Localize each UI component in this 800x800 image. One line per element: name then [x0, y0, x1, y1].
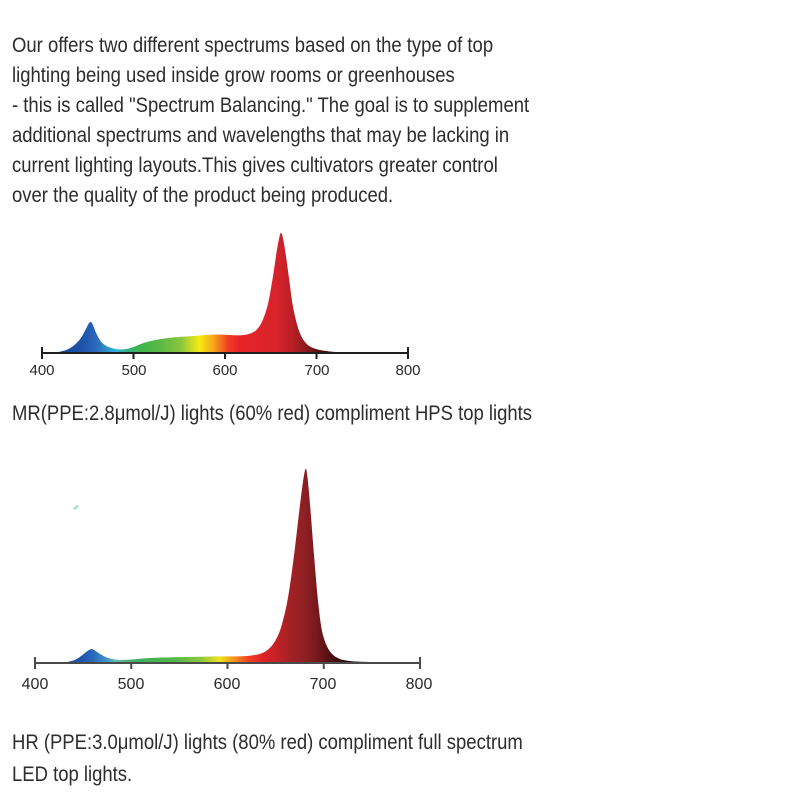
spectrum-area [35, 468, 420, 663]
intro-line: - this is called "Spectrum Balancing." T… [12, 94, 530, 117]
intro-line: lighting being used inside grow rooms or… [12, 64, 455, 87]
tick-label: 600 [213, 676, 241, 693]
tick-label: 800 [395, 362, 421, 379]
tick-label: 600 [212, 362, 238, 379]
intro-line: current lighting layouts.This gives cult… [12, 154, 498, 177]
spectrum-area [42, 232, 408, 353]
tick-label: 500 [117, 676, 145, 693]
intro-paragraph: Our offers two different spectrums based… [12, 31, 600, 211]
caption-line: LED top lights. [12, 763, 133, 786]
tick-label: 800 [405, 676, 433, 693]
tick-label: 400 [21, 676, 49, 693]
caption-hr: HR (PPE:3.0μmol/J) lights (80% red) comp… [12, 727, 592, 791]
intro-line: additional spectrums and wavelengths tha… [12, 124, 510, 147]
tick-label: 500 [121, 362, 147, 379]
spectrum-chart-hr [34, 468, 421, 669]
spectrum-chart-mr [41, 232, 409, 359]
tick-label: 700 [309, 676, 337, 693]
caption-line: HR (PPE:3.0μmol/J) lights (80% red) comp… [12, 731, 523, 754]
caption-line: MR(PPE:2.8μmol/J) lights (60% red) compl… [12, 402, 533, 425]
tick-label: 700 [304, 362, 330, 379]
intro-line: over the quality of the product being pr… [12, 184, 394, 207]
tick-label: 400 [29, 362, 55, 379]
intro-line: Our offers two different spectrums based… [12, 34, 494, 57]
caption-mr: MR(PPE:2.8μmol/J) lights (60% red) compl… [12, 398, 603, 430]
